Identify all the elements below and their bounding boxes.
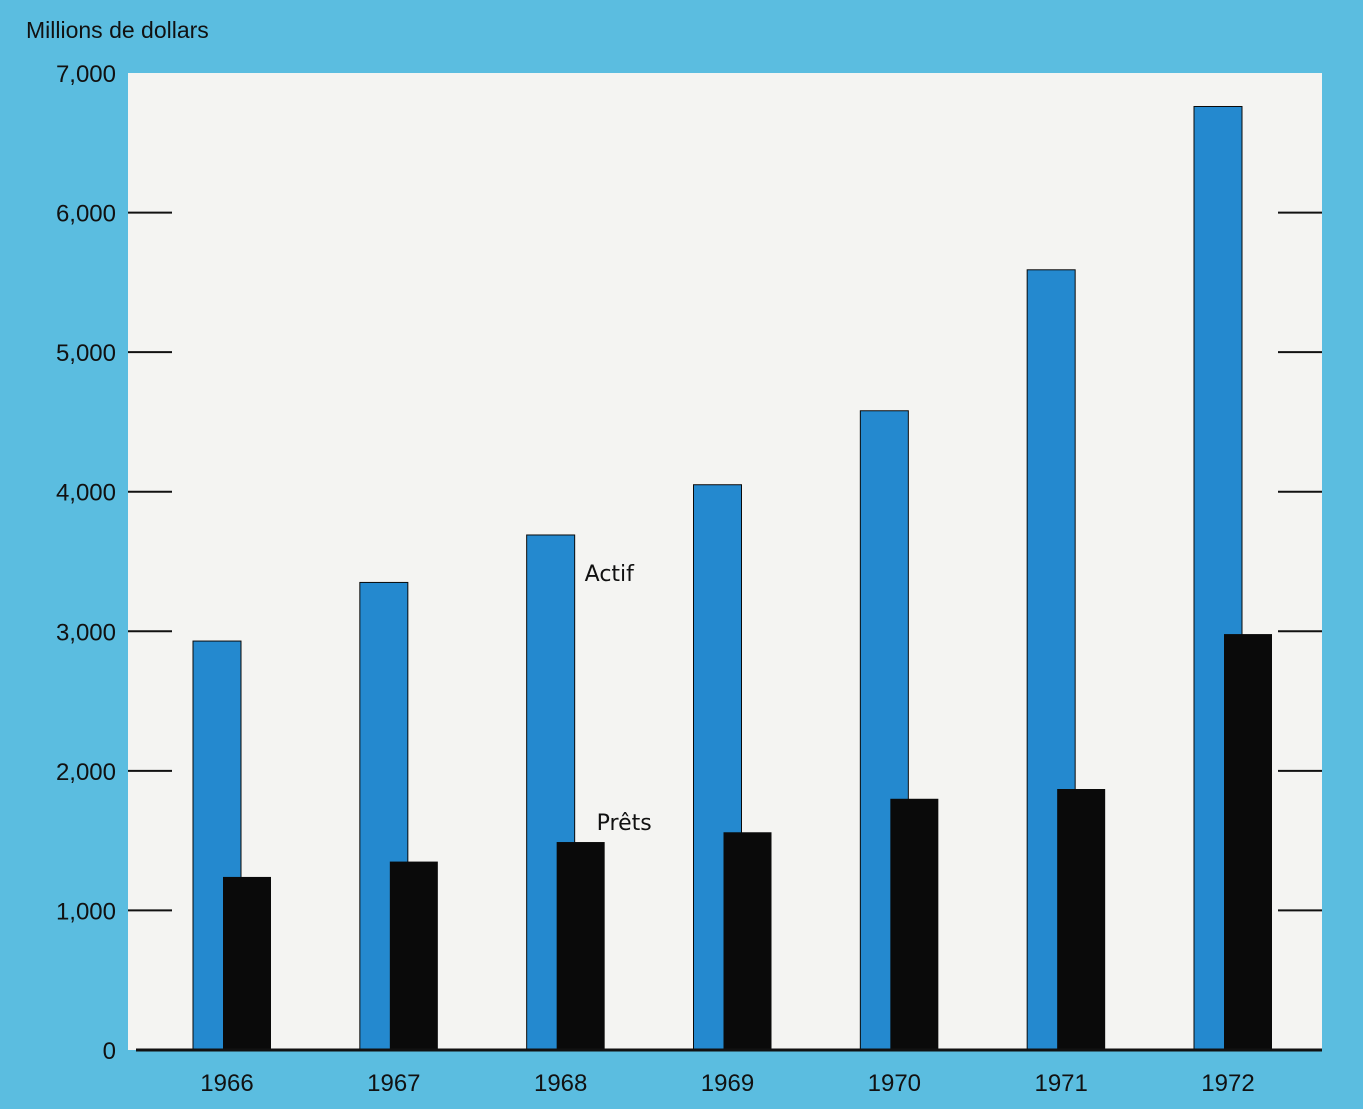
y-tick-label: 3,000 — [56, 619, 116, 646]
x-tick-label: 1969 — [701, 1070, 754, 1097]
bar-prets — [1057, 789, 1106, 1050]
y-axis-title: Millions de dollars — [26, 17, 209, 43]
bar-prets — [556, 842, 605, 1050]
x-axis-ticks: 1966 1967 1968 1969 1970 1971 1972 — [200, 1070, 1254, 1097]
y-tick-label: 5,000 — [56, 340, 116, 367]
bar-prets — [223, 876, 271, 1050]
label-prets: Prêts — [597, 811, 652, 836]
x-tick-label: 1971 — [1034, 1070, 1087, 1097]
bar-prets — [1224, 634, 1272, 1050]
bars — [192, 105, 1272, 1051]
x-tick-label: 1972 — [1201, 1070, 1254, 1097]
y-tick-label: 1,000 — [56, 898, 116, 925]
x-tick-label: 1970 — [868, 1070, 921, 1097]
bar-prets — [389, 861, 438, 1050]
y-tick-label: 0 — [103, 1038, 116, 1065]
x-tick-label: 1967 — [367, 1070, 420, 1097]
y-tick-label: 4,000 — [56, 480, 116, 507]
x-tick-label: 1966 — [200, 1070, 253, 1097]
bar-prets — [890, 798, 939, 1050]
y-tick-label: 7,000 — [56, 61, 116, 88]
bar-actif — [192, 640, 242, 1051]
y-tick-label: 6,000 — [56, 201, 116, 228]
y-axis-ticks: 0 1,000 2,000 3,000 4,000 5,000 6,000 7,000 — [56, 61, 1322, 1065]
label-actif: Actif — [585, 562, 635, 587]
y-tick-label: 2,000 — [56, 759, 116, 786]
series-annotations: Actif Prêts — [585, 562, 652, 836]
bar-prets — [723, 832, 772, 1050]
x-tick-label: 1968 — [534, 1070, 587, 1097]
